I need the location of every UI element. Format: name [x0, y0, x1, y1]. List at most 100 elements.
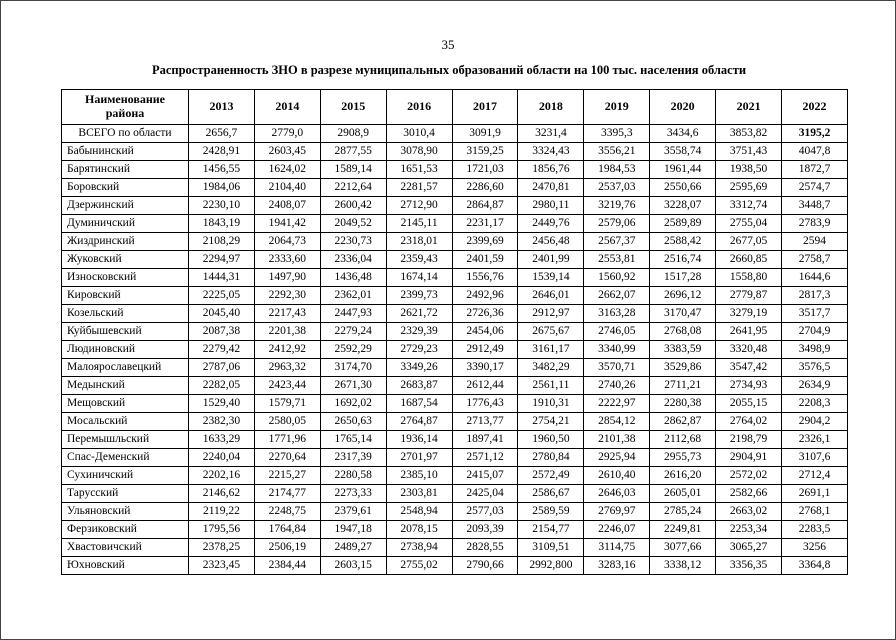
year-header: 2017 [451, 89, 519, 125]
value-cell: 1517,28 [649, 268, 717, 287]
value-cell: 2992,800 [517, 556, 585, 575]
value-cell: 2506,19 [253, 538, 321, 557]
district-name: Тарусский [61, 484, 189, 503]
value-cell: 2215,27 [253, 466, 321, 485]
value-cell: 2246,07 [583, 520, 651, 539]
value-cell: 3091,9 [451, 124, 519, 143]
value-cell: 2326,1 [781, 430, 848, 449]
table-row: Думиничский 1843,19 1941,42 2049,52 2145,11 2… [61, 214, 848, 233]
district-name: Износковский [61, 268, 189, 287]
value-cell: 2738,94 [385, 538, 453, 557]
value-cell: 2379,61 [319, 502, 387, 521]
value-cell: 3320,48 [715, 340, 783, 359]
value-cell: 2230,73 [319, 232, 387, 251]
district-name: Мосальский [61, 412, 189, 431]
year-header: 2014 [253, 89, 321, 125]
district-name: Боровский [61, 178, 189, 197]
value-cell: 2253,34 [715, 520, 783, 539]
district-name: Перемышльский [61, 430, 189, 449]
value-cell: 2303,81 [385, 484, 453, 503]
value-cell: 2660,85 [715, 250, 783, 269]
value-cell: 1456,55 [188, 160, 255, 179]
value-cell: 2754,21 [517, 412, 585, 431]
table-row: Дзержинский 2230,10 2408,07 2600,42 2712,90 2… [61, 196, 848, 215]
value-cell: 2283,5 [781, 520, 848, 539]
table-row: Малоярославецкий 2787,06 2963,32 3174,70 334… [61, 358, 848, 377]
value-cell: 2675,67 [517, 322, 585, 341]
value-cell: 2656,7 [188, 124, 255, 143]
value-cell: 2701,97 [385, 448, 453, 467]
value-cell: 2712,90 [385, 196, 453, 215]
value-cell: 3751,43 [715, 142, 783, 161]
value-cell: 2399,73 [385, 286, 453, 305]
value-cell: 2240,04 [188, 448, 255, 467]
value-cell: 2572,02 [715, 466, 783, 485]
value-cell: 2683,87 [385, 376, 453, 395]
year-header: 2019 [583, 89, 651, 125]
year-header: 2021 [715, 89, 783, 125]
value-cell: 2318,01 [385, 232, 453, 251]
value-cell: 2208,3 [781, 394, 848, 413]
value-cell: 2280,58 [319, 466, 387, 485]
value-cell: 2470,81 [517, 178, 585, 197]
total-row: ВСЕГО по области 2656,7 2779,0 2908,9 3010,4… [61, 124, 848, 143]
value-cell: 2828,55 [451, 538, 519, 557]
value-cell: 3434,6 [649, 124, 717, 143]
value-cell: 2492,96 [451, 286, 519, 305]
year-header: 2015 [319, 89, 387, 125]
value-cell: 1910,31 [517, 394, 585, 413]
value-cell: 1776,43 [451, 394, 519, 413]
value-cell: 2550,66 [649, 178, 717, 197]
value-cell: 2589,89 [649, 214, 717, 233]
table-row: Барятинский 1456,55 1624,02 1589,14 1651,53 1… [61, 160, 848, 179]
value-cell: 2248,75 [253, 502, 321, 521]
district-name: Спас-Деменский [61, 448, 189, 467]
value-cell: 2415,07 [451, 466, 519, 485]
value-cell: 2912,49 [451, 340, 519, 359]
value-cell: 2093,39 [451, 520, 519, 539]
value-cell: 2222,97 [583, 394, 651, 413]
table-row: Козельский 2045,40 2217,43 2447,93 2621,72 27… [61, 304, 848, 323]
year-header: 2022 [781, 89, 848, 125]
value-cell: 2292,30 [253, 286, 321, 305]
value-cell: 2758,7 [781, 250, 848, 269]
value-cell: 3853,82 [715, 124, 783, 143]
value-cell: 2225,05 [188, 286, 255, 305]
value-cell: 2790,66 [451, 556, 519, 575]
value-cell: 2605,01 [649, 484, 717, 503]
table-row: Жуковский 2294,97 2333,60 2336,04 2359,43 240… [61, 250, 848, 269]
value-cell: 2294,97 [188, 250, 255, 269]
value-cell: 1984,53 [583, 160, 651, 179]
value-cell: 1765,14 [319, 430, 387, 449]
value-cell: 2230,10 [188, 196, 255, 215]
value-cell: 2580,05 [253, 412, 321, 431]
table-row: Кировский 2225,05 2292,30 2362,01 2399,73 249… [61, 286, 848, 305]
value-cell: 3077,66 [649, 538, 717, 557]
value-cell: 3338,12 [649, 556, 717, 575]
value-cell: 2779,0 [253, 124, 321, 143]
value-cell: 2785,24 [649, 502, 717, 521]
value-cell: 2764,87 [385, 412, 453, 431]
table-row: Ферзиковский 1795,56 1764,84 1947,18 2078,15… [61, 520, 848, 539]
value-cell: 2454,06 [451, 322, 519, 341]
value-cell: 2579,06 [583, 214, 651, 233]
value-cell: 1674,14 [385, 268, 453, 287]
value-cell: 1644,6 [781, 268, 848, 287]
value-cell: 2329,39 [385, 322, 453, 341]
value-cell: 2425,04 [451, 484, 519, 503]
value-cell: 1589,14 [319, 160, 387, 179]
value-cell: 2447,93 [319, 304, 387, 323]
value-cell: 2582,66 [715, 484, 783, 503]
table-row: Сухиничский 2202,16 2215,27 2280,58 2385,10 2… [61, 466, 848, 485]
value-cell: 3078,90 [385, 142, 453, 161]
value-cell: 2249,81 [649, 520, 717, 539]
table-row: Тарусский 2146,62 2174,77 2273,33 2303,81 242… [61, 484, 848, 503]
value-cell: 3174,70 [319, 358, 387, 377]
value-cell: 3556,21 [583, 142, 651, 161]
value-cell: 2385,10 [385, 466, 453, 485]
value-cell: 2146,62 [188, 484, 255, 503]
value-cell: 1633,29 [188, 430, 255, 449]
value-cell: 2516,74 [649, 250, 717, 269]
value-cell: 2382,30 [188, 412, 255, 431]
value-cell: 2780,84 [517, 448, 585, 467]
